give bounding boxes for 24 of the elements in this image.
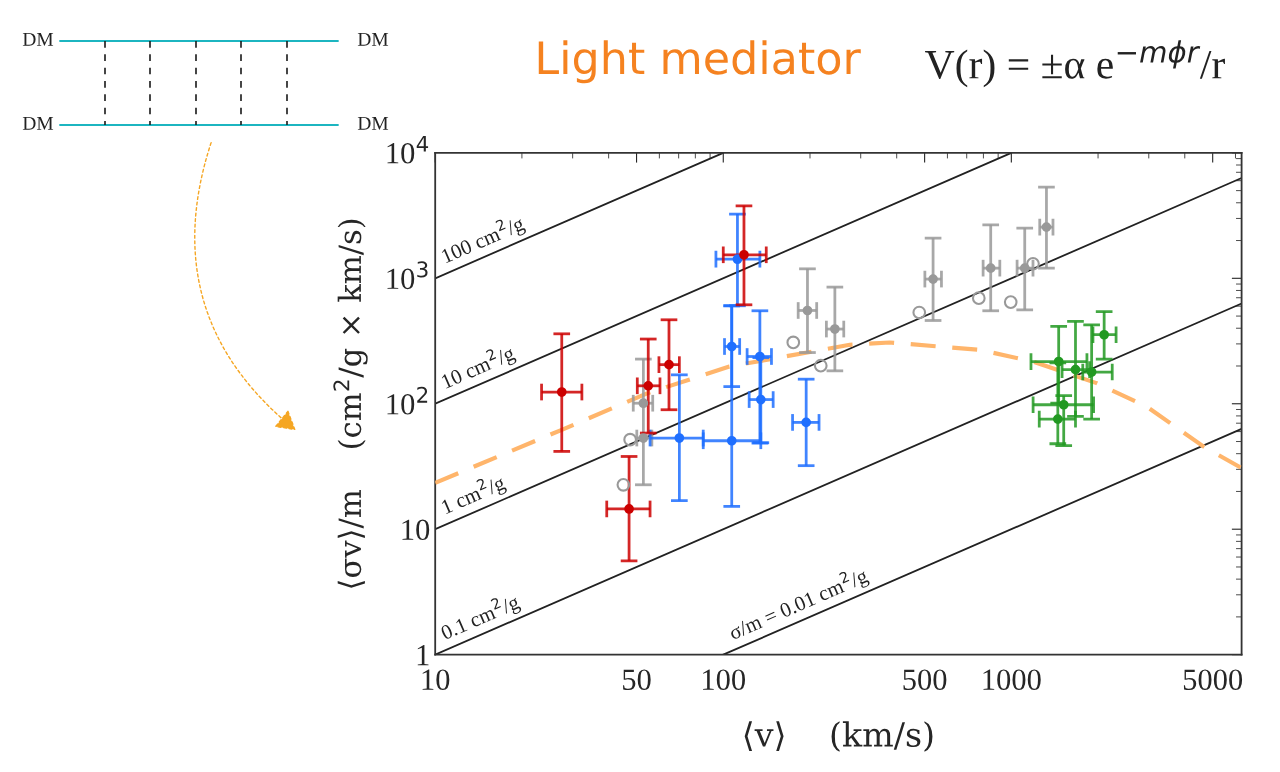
text: DM [22, 32, 54, 46]
x-tick-label: 100 [703, 669, 746, 691]
y-tick-label: 10 [402, 519, 430, 541]
text: V(r) = ±α e$^{−mϕr}$/r [925, 40, 1225, 88]
y-axis-title: ⟨σv⟩/m (cm$^{2}$/g × km/s) [333, 219, 368, 588]
text: 0.1 cm$^{2}$/g [437, 589, 523, 644]
x-tick-label: 1000 [983, 669, 1041, 691]
y-tick-label: 10$^{3}$ [387, 261, 428, 290]
text: 10 cm$^{2}$/g [438, 341, 518, 393]
x-tick-label: 50 [623, 669, 651, 691]
text: 1 cm$^{2}$/g [438, 470, 508, 519]
text: σ/m = 0.01 cm$^{2}$/g [726, 563, 871, 644]
x-tick-label: 500 [903, 669, 947, 691]
x-tick-label: 10 [422, 669, 450, 691]
text: DM [22, 116, 54, 130]
y-tick-label: 10$^{2}$ [387, 386, 428, 415]
chart-title: Light mediator [538, 40, 861, 84]
x-tick-label: 5000 [1183, 669, 1243, 691]
text: DM [357, 116, 389, 130]
text: DM [357, 32, 389, 46]
y-tick-label: 10$^{4}$ [387, 136, 429, 164]
y-tick-label: 1 [417, 645, 429, 666]
text: 100 cm$^{2}$/g [438, 211, 528, 268]
x-axis-title: ⟨v⟩ (km/s) [744, 721, 933, 752]
